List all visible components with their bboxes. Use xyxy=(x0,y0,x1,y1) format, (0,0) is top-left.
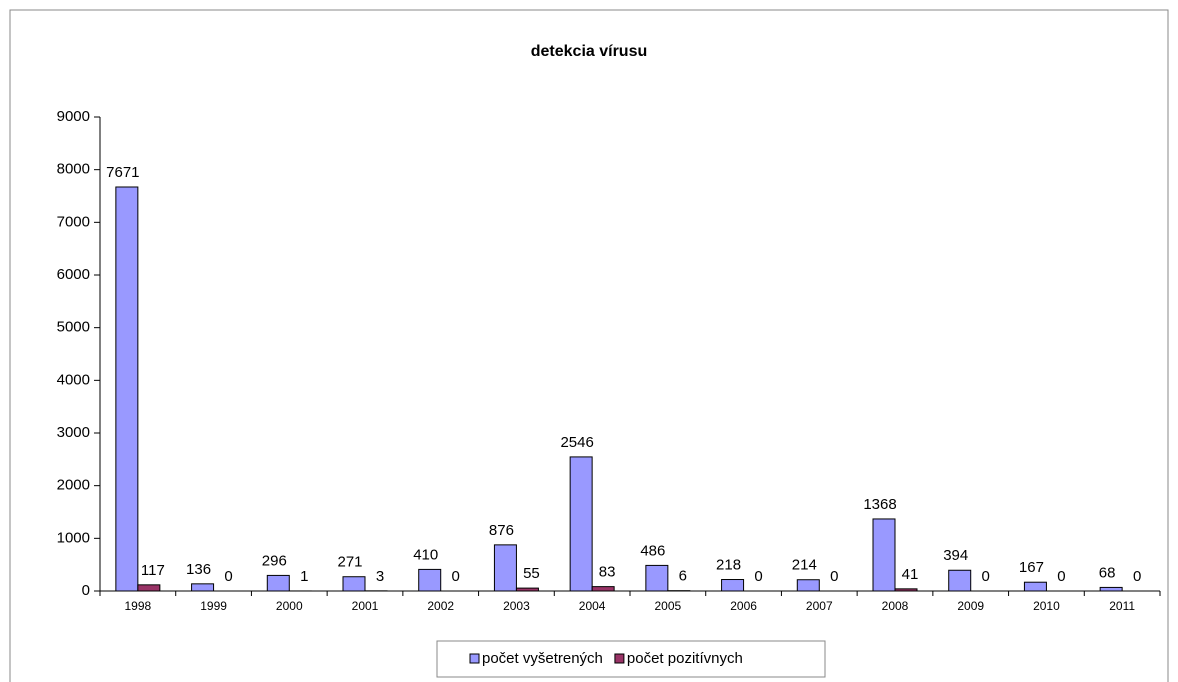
bar xyxy=(137,584,161,592)
x-tick-label: 2006 xyxy=(730,599,757,613)
legend-swatch xyxy=(469,653,480,664)
data-label: 410 xyxy=(413,546,438,563)
x-tick-label: 2007 xyxy=(806,599,833,613)
legend-label: počet pozitívnych xyxy=(627,650,743,667)
x-tick-label: 2003 xyxy=(503,599,530,613)
data-label: 2546 xyxy=(560,434,593,451)
y-tick-label: 3000 xyxy=(57,424,90,441)
bar xyxy=(115,186,139,592)
y-tick-label: 2000 xyxy=(57,477,90,494)
chart-title: detekcia vírusu xyxy=(531,43,648,60)
data-label: 55 xyxy=(523,565,540,582)
bar xyxy=(591,586,615,592)
bar xyxy=(493,544,517,592)
bar xyxy=(569,456,593,592)
data-label: 0 xyxy=(224,568,232,585)
x-tick-label: 2001 xyxy=(352,599,379,613)
data-label: 0 xyxy=(982,568,990,585)
data-label: 271 xyxy=(337,554,362,571)
y-tick-label: 4000 xyxy=(57,371,90,388)
y-tick-label: 0 xyxy=(82,582,90,599)
bar xyxy=(721,579,745,592)
bar xyxy=(342,576,366,592)
data-label: 1 xyxy=(300,568,308,585)
data-label: 0 xyxy=(830,568,838,585)
x-tick-label: 2010 xyxy=(1033,599,1060,613)
data-label: 214 xyxy=(792,557,817,574)
y-tick-label: 1000 xyxy=(57,529,90,546)
x-tick-label: 1998 xyxy=(125,599,152,613)
data-label: 136 xyxy=(186,561,211,578)
data-label: 218 xyxy=(716,556,741,573)
bar xyxy=(418,568,442,592)
data-label: 117 xyxy=(141,562,165,579)
x-tick-label: 2009 xyxy=(957,599,984,613)
data-label: 486 xyxy=(640,542,665,559)
legend-label: počet vyšetrených xyxy=(482,650,603,667)
x-tick-label: 2002 xyxy=(427,599,454,613)
x-tick-label: 2011 xyxy=(1109,599,1135,613)
data-label: 296 xyxy=(262,552,287,569)
data-label: 167 xyxy=(1019,559,1044,576)
x-tick-label: 2000 xyxy=(276,599,303,613)
data-label: 0 xyxy=(452,568,460,585)
legend-swatch xyxy=(614,653,625,664)
bar xyxy=(948,569,972,592)
data-label: 7671 xyxy=(106,164,139,181)
bar xyxy=(1023,581,1047,592)
data-label: 0 xyxy=(1133,568,1141,585)
data-label: 876 xyxy=(489,522,514,539)
x-tick-label: 2005 xyxy=(655,599,682,613)
data-label: 3 xyxy=(376,568,384,585)
x-tick-label: 1999 xyxy=(200,599,227,613)
data-label: 6 xyxy=(679,568,687,585)
bar xyxy=(872,518,896,592)
bar xyxy=(645,564,669,592)
data-label: 41 xyxy=(902,566,919,583)
data-label: 1368 xyxy=(863,496,896,513)
bar xyxy=(796,579,820,592)
y-tick-label: 8000 xyxy=(57,161,90,178)
y-tick-label: 6000 xyxy=(57,266,90,283)
x-tick-label: 2004 xyxy=(579,599,606,613)
y-tick-label: 5000 xyxy=(57,319,90,336)
data-label: 68 xyxy=(1099,564,1116,581)
bar xyxy=(191,583,215,592)
data-label: 0 xyxy=(1057,568,1065,585)
data-label: 0 xyxy=(754,568,762,585)
data-label: 394 xyxy=(943,547,968,564)
bar xyxy=(266,574,290,592)
y-tick-label: 9000 xyxy=(57,108,90,125)
y-tick-label: 7000 xyxy=(57,213,90,230)
x-tick-label: 2008 xyxy=(882,599,909,613)
data-label: 83 xyxy=(599,564,616,581)
legend-box xyxy=(436,640,826,678)
bar xyxy=(1099,586,1123,592)
chart-frame xyxy=(9,9,1169,682)
